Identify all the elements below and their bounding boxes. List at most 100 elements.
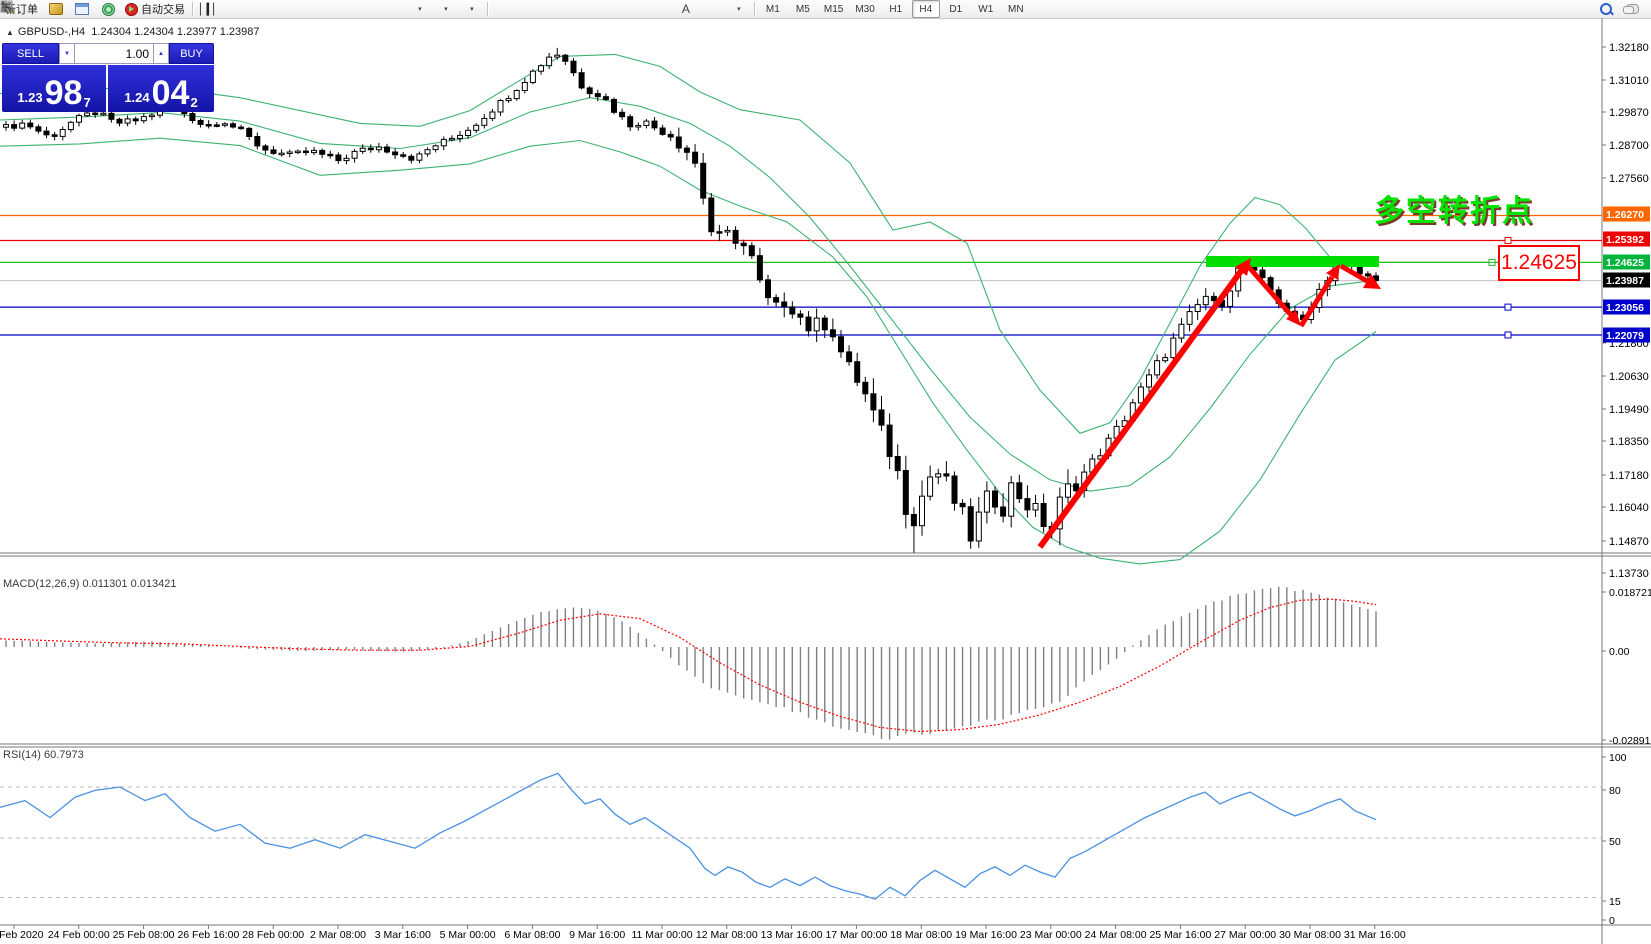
svg-text:1.23987: 1.23987 <box>1606 275 1644 287</box>
timeframe-m5[interactable]: M5 <box>795 3 810 15</box>
macd-signal-line <box>0 598 1377 733</box>
price-axis[interactable]: 1.321801.310101.298701.287001.275601.218… <box>1602 42 1651 927</box>
svg-text:18 Mar 08:00: 18 Mar 08:00 <box>890 929 952 941</box>
svg-text:5 Mar 00:00: 5 Mar 00:00 <box>440 929 496 941</box>
top-toolbar: 新订单 自动交易 ▏▍▏ ▾ ▾ ▾ E F A T ▾ M1 M5 M15 M30 H1 H4 D1 W1… <box>0 0 1651 19</box>
volume-decrease-stepper[interactable]: ▼ <box>59 43 75 64</box>
buy-button[interactable]: BUY <box>169 43 214 64</box>
svg-text:19 Mar 16:00: 19 Mar 16:00 <box>955 929 1017 941</box>
svg-text:27 Mar 00:00: 27 Mar 00:00 <box>1214 929 1276 941</box>
trend-arrow-head[interactable] <box>1235 258 1251 276</box>
symbol-name: GBPUSD-,H4 <box>17 26 86 38</box>
svg-text:1.32180: 1.32180 <box>1609 42 1649 54</box>
svg-text:11 Mar 00:00: 11 Mar 00:00 <box>631 929 692 941</box>
timeframe-m1[interactable]: M1 <box>765 3 780 15</box>
chart-annotations[interactable] <box>1037 256 1498 549</box>
pane-frames <box>0 18 1651 944</box>
toolbar-right-group <box>1593 0 1645 18</box>
price-badge-1.23056 <box>1603 299 1650 315</box>
svg-text:15: 15 <box>1609 896 1621 908</box>
macd-pane <box>0 586 1377 740</box>
svg-text:50: 50 <box>1609 836 1621 848</box>
trend-arrow-1[interactable] <box>1037 269 1244 549</box>
svg-text:1.20630: 1.20630 <box>1609 371 1649 383</box>
svg-text:1.24625: 1.24625 <box>1606 257 1644 269</box>
sell-button[interactable]: SELL <box>2 43 59 64</box>
macd-label: MACD(12,26,9) 0.011301 0.013421 <box>3 578 177 590</box>
symbol-triangle-icon: ▲ <box>6 28 14 37</box>
svg-text:13 Mar 16:00: 13 Mar 16:00 <box>761 929 823 941</box>
chat-icon[interactable] <box>1620 0 1644 18</box>
bollinger-bands <box>0 53 1377 565</box>
svg-text:-0.028913: -0.028913 <box>1609 735 1651 747</box>
toolbar-separator <box>753 2 755 16</box>
svg-text:12 Mar 08:00: 12 Mar 08:00 <box>696 929 758 941</box>
price-badge-1.24625 <box>1603 254 1650 270</box>
data-window-icon[interactable] <box>70 0 94 18</box>
draw-tools-group: E F A T ▾ <box>0 0 751 18</box>
timeframe-w1[interactable]: W1 <box>978 3 994 15</box>
autotrading-button[interactable]: 自动交易 <box>122 0 188 18</box>
svg-text:6 Mar 08:00: 6 Mar 08:00 <box>504 929 560 941</box>
search-icon[interactable] <box>1594 0 1618 18</box>
trend-arrow-head[interactable] <box>1326 264 1340 280</box>
timeframe-h4[interactable]: H4 <box>911 0 940 18</box>
timeframe-d1[interactable]: D1 <box>949 3 963 15</box>
timeframe-h1[interactable]: H1 <box>889 3 903 15</box>
ohlc-values: 1.24304 1.24304 1.23977 1.23987 <box>91 26 260 38</box>
navigator-icon[interactable] <box>96 0 120 18</box>
volume-increase-stepper[interactable]: ▲ <box>153 43 169 64</box>
text-label-icon[interactable]: T <box>0 0 724 18</box>
line-handle[interactable] <box>1504 303 1512 311</box>
autotrading-icon <box>125 2 138 16</box>
text-icon[interactable]: A <box>681 2 690 16</box>
trend-arrow-head[interactable] <box>1286 310 1301 326</box>
line-handle[interactable] <box>1504 237 1512 245</box>
price-callout[interactable]: 1.24625 <box>1498 245 1580 281</box>
candlesticks <box>3 47 1379 553</box>
svg-text:26 Feb 16:00: 26 Feb 16:00 <box>177 929 239 941</box>
bar-chart-icon[interactable]: ▏▍▏ <box>200 2 220 16</box>
timeframe-m30[interactable]: M30 <box>855 3 875 15</box>
chinese-annotation[interactable]: 多空转折点 <box>1374 195 1534 228</box>
svg-text:1.17180: 1.17180 <box>1609 470 1649 482</box>
svg-text:0: 0 <box>1609 915 1615 927</box>
trend-arrow-head[interactable] <box>1363 274 1381 289</box>
trend-arrow-3[interactable] <box>1298 275 1335 328</box>
svg-text:100: 100 <box>1609 752 1627 764</box>
svg-text:1.19490: 1.19490 <box>1609 404 1649 416</box>
trend-arrow-2[interactable] <box>1245 263 1293 317</box>
svg-text:1.25392: 1.25392 <box>1606 234 1644 246</box>
market-watch-icon[interactable] <box>44 0 68 18</box>
bollinger-upper <box>0 53 1377 434</box>
svg-text:E: E <box>9 8 13 13</box>
line-handle[interactable] <box>1504 331 1512 339</box>
trend-arrow-4[interactable] <box>1339 263 1369 284</box>
svg-text:1.27560: 1.27560 <box>1609 173 1649 185</box>
supply-zone-bar[interactable] <box>1206 256 1379 267</box>
svg-text:28 Feb 00:00: 28 Feb 00:00 <box>242 929 304 941</box>
svg-text:25 Mar 16:00: 25 Mar 16:00 <box>1149 929 1211 941</box>
one-click-trading-panel: SELL ▼ 1.00 ▲ BUY 1.23 98 7 1.24 04 2 <box>2 43 214 113</box>
arrows-icon[interactable]: ▾ <box>1 0 750 18</box>
svg-text:9 Mar 16:00: 9 Mar 16:00 <box>569 929 625 941</box>
svg-text:0.018721: 0.018721 <box>1609 587 1651 599</box>
volume-input[interactable]: 1.00 <box>75 43 153 64</box>
rsi-pane <box>0 772 1602 900</box>
svg-text:1.14870: 1.14870 <box>1609 536 1649 548</box>
svg-text:1.28700: 1.28700 <box>1609 140 1649 152</box>
svg-text:0.00: 0.00 <box>1609 646 1630 658</box>
svg-text:23 Mar 00:00: 23 Mar 00:00 <box>1020 929 1082 941</box>
timeframe-m15[interactable]: M15 <box>823 3 844 15</box>
rsi-line <box>0 772 1377 900</box>
new-order-button[interactable]: 新订单 <box>5 4 38 16</box>
svg-text:F: F <box>9 9 13 13</box>
timeframe-mn[interactable]: MN <box>1008 3 1024 15</box>
buy-price-button[interactable]: 1.24 04 2 <box>108 65 214 112</box>
sell-price-button[interactable]: 1.23 98 7 <box>2 65 106 112</box>
svg-text:1.13730: 1.13730 <box>1609 568 1649 580</box>
svg-text:1.23056: 1.23056 <box>1606 302 1644 314</box>
svg-text:20 Feb 2020: 20 Feb 2020 <box>0 929 44 941</box>
svg-text:1.29870: 1.29870 <box>1609 107 1649 119</box>
